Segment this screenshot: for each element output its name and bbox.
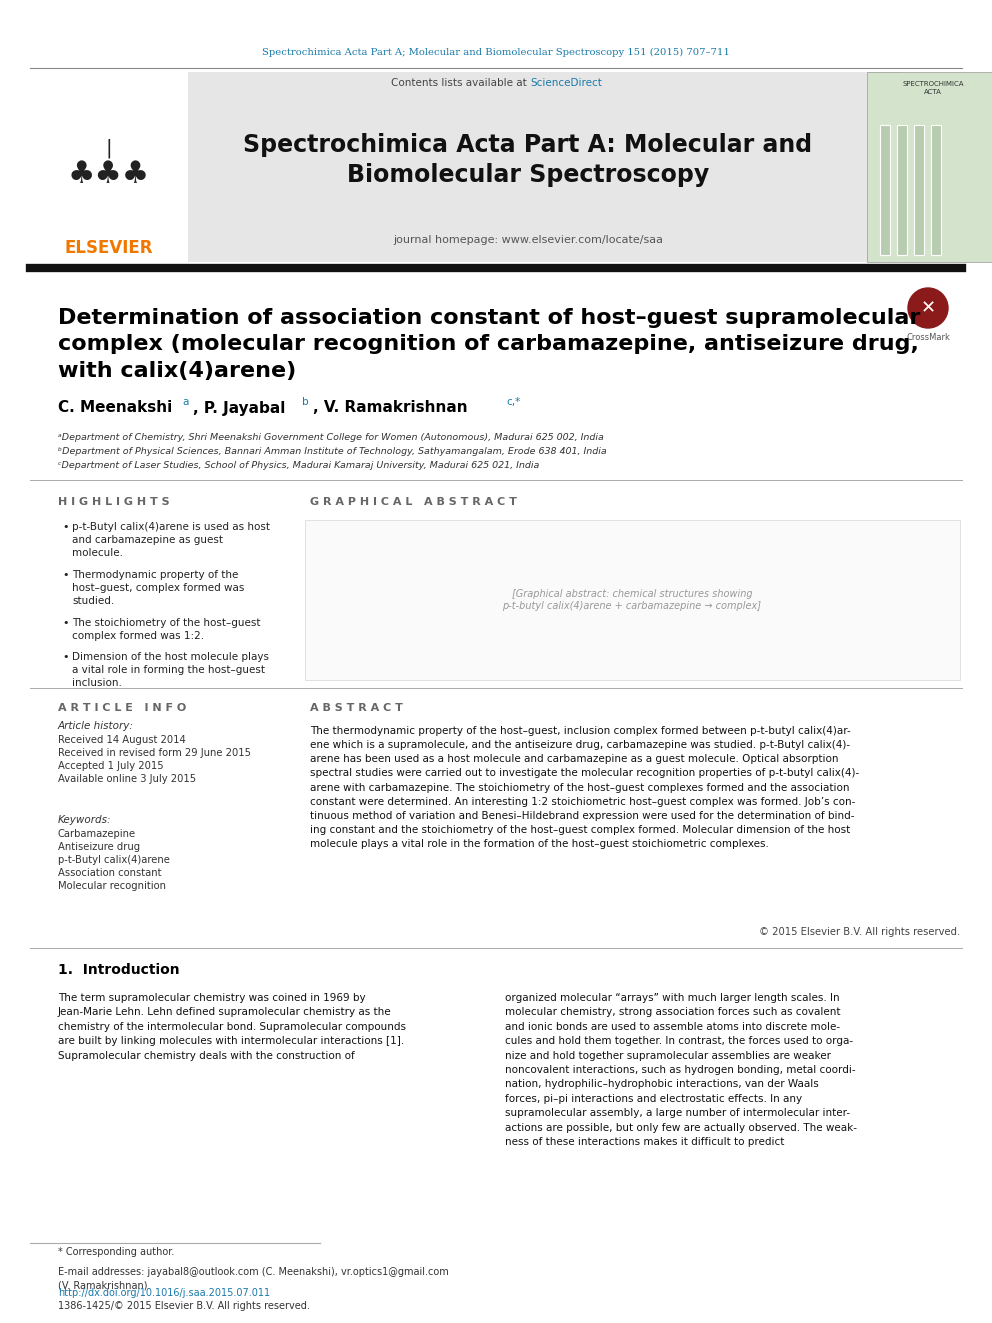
Text: organized molecular “arrays” with much larger length scales. In
molecular chemis: organized molecular “arrays” with much l… <box>505 994 857 1147</box>
Text: SPECTROCHIMICA
ACTA: SPECTROCHIMICA ACTA <box>903 82 964 94</box>
Bar <box>30 71 188 262</box>
Text: ᵃDepartment of Chemistry, Shri Meenakshi Government College for Women (Autonomou: ᵃDepartment of Chemistry, Shri Meenakshi… <box>58 434 604 442</box>
Text: journal homepage: www.elsevier.com/locate/saa: journal homepage: www.elsevier.com/locat… <box>393 235 663 245</box>
Text: Spectrochimica Acta Part A: Molecular and
Biomolecular Spectroscopy: Spectrochimica Acta Part A: Molecular an… <box>243 132 812 188</box>
Text: The stoichiometry of the host–guest
complex formed was 1:2.: The stoichiometry of the host–guest comp… <box>72 618 261 642</box>
Text: Keywords:: Keywords: <box>58 815 111 826</box>
Text: •: • <box>62 618 68 628</box>
Circle shape <box>908 288 948 328</box>
Text: Molecular recognition: Molecular recognition <box>58 881 166 890</box>
Text: G R A P H I C A L   A B S T R A C T: G R A P H I C A L A B S T R A C T <box>310 497 517 507</box>
Text: p-t-Butyl calix(4)arene is used as host
and carbamazepine as guest
molecule.: p-t-Butyl calix(4)arene is used as host … <box>72 523 270 558</box>
Text: Thermodynamic property of the
host–guest, complex formed was
studied.: Thermodynamic property of the host–guest… <box>72 570 244 606</box>
Text: C. Meenakshi: C. Meenakshi <box>58 401 173 415</box>
Text: ♣♣♣: ♣♣♣ <box>67 160 150 189</box>
Text: Determination of association constant of host–guest supramolecular
complex (mole: Determination of association constant of… <box>58 308 921 381</box>
Bar <box>931 124 941 255</box>
Text: Received 14 August 2014: Received 14 August 2014 <box>58 736 186 745</box>
Text: ᶜDepartment of Laser Studies, School of Physics, Madurai Kamaraj University, Mad: ᶜDepartment of Laser Studies, School of … <box>58 462 540 471</box>
Bar <box>914 124 924 255</box>
Text: Carbamazepine: Carbamazepine <box>58 830 136 839</box>
Text: ScienceDirect: ScienceDirect <box>530 78 602 89</box>
Text: , P. Jayabal: , P. Jayabal <box>193 401 286 415</box>
Text: Dimension of the host molecule plays
a vital role in forming the host–guest
incl: Dimension of the host molecule plays a v… <box>72 652 269 688</box>
Text: Received in revised form 29 June 2015: Received in revised form 29 June 2015 <box>58 747 251 758</box>
Text: •: • <box>62 570 68 579</box>
Bar <box>305 520 960 680</box>
Text: ᵇDepartment of Physical Sciences, Bannari Amman Institute of Technology, Sathyam: ᵇDepartment of Physical Sciences, Bannar… <box>58 447 607 456</box>
Text: •: • <box>62 652 68 662</box>
Text: , V. Ramakrishnan: , V. Ramakrishnan <box>313 401 467 415</box>
Text: H I G H L I G H T S: H I G H L I G H T S <box>58 497 170 507</box>
Text: |: | <box>106 138 112 157</box>
Text: Association constant: Association constant <box>58 868 162 878</box>
Text: •: • <box>62 523 68 532</box>
Text: The term supramolecular chemistry was coined in 1969 by
Jean-Marie Lehn. Lehn de: The term supramolecular chemistry was co… <box>58 994 406 1061</box>
Bar <box>30 71 900 262</box>
Text: 1386-1425/© 2015 Elsevier B.V. All rights reserved.: 1386-1425/© 2015 Elsevier B.V. All right… <box>58 1301 310 1311</box>
Text: Antiseizure drug: Antiseizure drug <box>58 841 140 852</box>
Text: b: b <box>302 397 309 407</box>
Text: 1.  Introduction: 1. Introduction <box>58 963 180 976</box>
Text: Spectrochimica Acta Part A; Molecular and Biomolecular Spectroscopy 151 (2015) 7: Spectrochimica Acta Part A; Molecular an… <box>262 48 730 57</box>
Text: a: a <box>182 397 188 407</box>
Text: Accepted 1 July 2015: Accepted 1 July 2015 <box>58 761 164 771</box>
Text: © 2015 Elsevier B.V. All rights reserved.: © 2015 Elsevier B.V. All rights reserved… <box>759 927 960 937</box>
Text: * Corresponding author.: * Corresponding author. <box>58 1248 175 1257</box>
Text: p-t-Butyl calix(4)arene: p-t-Butyl calix(4)arene <box>58 855 170 865</box>
Text: Contents lists available at: Contents lists available at <box>391 78 530 89</box>
Bar <box>880 124 890 255</box>
Bar <box>897 124 907 255</box>
Text: c,*: c,* <box>506 397 520 407</box>
Text: http://dx.doi.org/10.1016/j.saa.2015.07.011: http://dx.doi.org/10.1016/j.saa.2015.07.… <box>58 1289 270 1298</box>
Text: A R T I C L E   I N F O: A R T I C L E I N F O <box>58 703 186 713</box>
Bar <box>867 71 992 262</box>
Text: ✕: ✕ <box>921 299 935 318</box>
Text: Available online 3 July 2015: Available online 3 July 2015 <box>58 774 196 785</box>
Text: Article history:: Article history: <box>58 721 134 732</box>
Text: The thermodynamic property of the host–guest, inclusion complex formed between p: The thermodynamic property of the host–g… <box>310 726 859 849</box>
Text: E-mail addresses: jayabal8@outlook.com (C. Meenakshi), vr.optics1@gmail.com
(V. : E-mail addresses: jayabal8@outlook.com (… <box>58 1267 448 1290</box>
Text: CrossMark: CrossMark <box>906 333 950 343</box>
Text: A B S T R A C T: A B S T R A C T <box>310 703 403 713</box>
Text: [Graphical abstract: chemical structures showing
p-t-butyl calix(4)arene + carba: [Graphical abstract: chemical structures… <box>503 589 762 611</box>
Text: ELSEVIER: ELSEVIER <box>64 239 153 257</box>
